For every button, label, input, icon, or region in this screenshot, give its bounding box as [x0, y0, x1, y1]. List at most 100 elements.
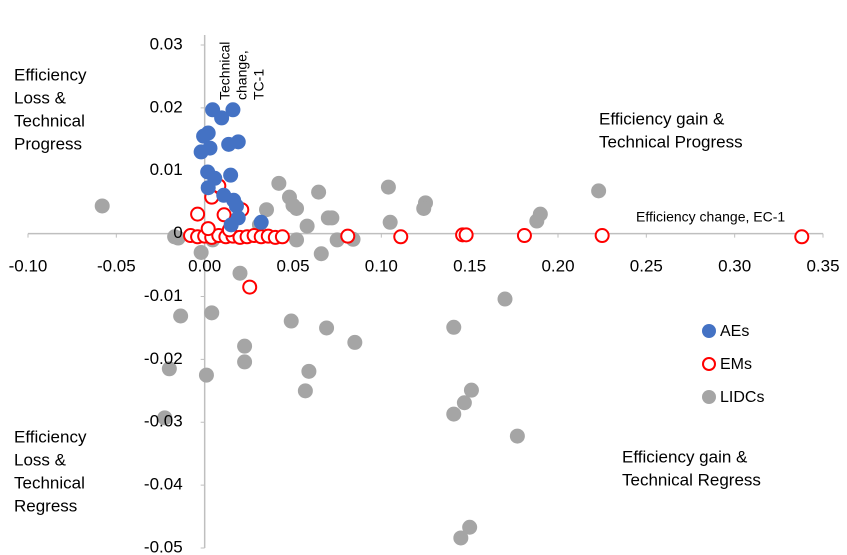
legend-label: EMs [720, 356, 752, 373]
point [458, 227, 474, 243]
point [216, 207, 232, 223]
point [416, 200, 432, 216]
point [200, 221, 216, 237]
x-tick-label: 0.00 [188, 256, 221, 275]
annotation: Technical [14, 111, 85, 130]
point [161, 361, 177, 377]
x-tick-label: 0.15 [453, 256, 486, 275]
point [283, 313, 299, 329]
annotation: Loss & [14, 450, 67, 469]
point [529, 213, 545, 229]
point [509, 428, 525, 444]
point [594, 228, 610, 244]
point [311, 184, 327, 200]
point [214, 110, 230, 126]
legend-label: AEs [720, 323, 749, 340]
point [497, 291, 513, 307]
point [167, 229, 183, 245]
point [274, 229, 290, 245]
point [794, 229, 810, 245]
point [196, 128, 212, 144]
y-tick-label: 0.03 [150, 34, 183, 53]
point [237, 354, 253, 370]
point [591, 183, 607, 199]
x-tick-label: -0.05 [97, 256, 136, 275]
point [204, 305, 220, 321]
axes [27, 35, 824, 549]
annotation: Progress [14, 134, 82, 153]
annotation: Efficiency [14, 65, 87, 84]
point [347, 334, 363, 350]
y-axis-title: TC-1 [251, 69, 267, 100]
annotation: Technical Progress [599, 132, 743, 151]
point [393, 229, 409, 245]
y-axis-title: change, [234, 50, 250, 100]
point [157, 410, 173, 426]
point [200, 180, 216, 196]
point [289, 232, 305, 248]
y-tick-label: -0.04 [144, 475, 183, 494]
x-tick-label: 0.25 [630, 256, 663, 275]
point [382, 214, 398, 230]
point [193, 144, 209, 160]
point [242, 279, 258, 295]
legend-marker [702, 324, 716, 338]
point [313, 246, 329, 262]
legend-label: LIDCs [720, 389, 764, 406]
y-tick-label: 0.01 [150, 160, 183, 179]
point [516, 228, 532, 244]
y-tick-label: 0 [173, 223, 182, 242]
annotation: Efficiency gain & [622, 447, 748, 466]
point [289, 200, 305, 216]
x-tick-label: 0.10 [365, 256, 398, 275]
point [453, 530, 469, 546]
point [94, 198, 110, 214]
point [173, 308, 189, 324]
point [380, 179, 396, 195]
point [223, 167, 239, 183]
plot-area [94, 102, 810, 546]
y-tick-label: -0.02 [144, 349, 183, 368]
annotation: Technical Regress [622, 470, 761, 489]
point [463, 382, 479, 398]
annotation: Efficiency [14, 427, 87, 446]
labels: -0.10 -0.05 0.00 0.05 0.10 0.15 0.20 0.25 0.30 0.… [9, 34, 840, 555]
point [319, 320, 335, 336]
point [324, 210, 340, 226]
point [190, 206, 206, 222]
x-tick-label: 0.20 [541, 256, 574, 275]
legend-marker [702, 357, 716, 371]
x-tick-label: -0.10 [9, 256, 48, 275]
point [271, 175, 287, 191]
point [446, 406, 462, 422]
annotation: Regress [14, 496, 77, 515]
annotation: Efficiency gain & [599, 109, 725, 128]
point [299, 218, 315, 234]
legend-marker [702, 390, 716, 404]
point [228, 198, 244, 214]
x-tick-label: 0.35 [806, 256, 839, 275]
annotation: Technical [14, 473, 85, 492]
point [446, 319, 462, 335]
point [462, 519, 478, 535]
x-tick-label: 0.05 [276, 256, 309, 275]
y-tick-label: 0.02 [150, 97, 183, 116]
point [301, 363, 317, 379]
point [223, 217, 239, 233]
x-tick-label: 0.30 [718, 256, 751, 275]
point [225, 102, 241, 118]
point [253, 214, 269, 230]
y-axis-title: Technical [217, 42, 233, 100]
point [237, 338, 253, 354]
annotation: Loss & [14, 88, 67, 107]
point [259, 202, 274, 218]
y-tick-label: -0.03 [144, 412, 183, 431]
point [193, 244, 209, 260]
y-tick-label: -0.01 [144, 286, 183, 305]
x-axis-title: Efficiency change, EC-1 [636, 209, 785, 225]
point [230, 134, 246, 150]
point [198, 367, 214, 383]
point [297, 383, 313, 399]
